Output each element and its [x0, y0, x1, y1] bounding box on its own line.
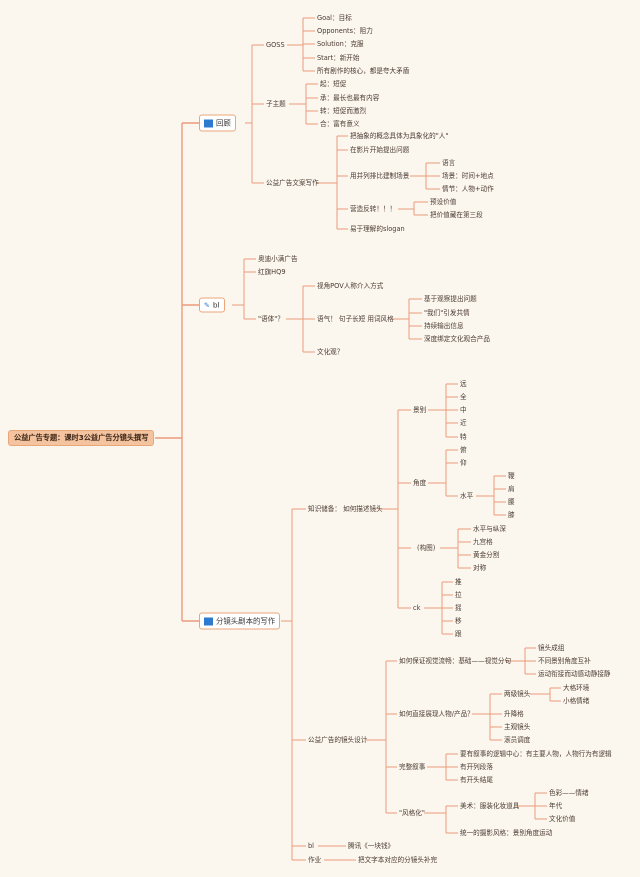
node-tone-observe[interactable]: 基于观察提出问题	[424, 295, 477, 303]
node-homework-item[interactable]: 把文字本对应的分镜头补完	[358, 856, 438, 864]
node-tencent[interactable]: 腾讯《一块钱》	[348, 842, 395, 850]
node-shot-medium[interactable]: 中	[460, 406, 467, 414]
flag-icon	[204, 617, 213, 625]
node-audi[interactable]: 奥迪小满广告	[258, 255, 298, 263]
node-char-staging[interactable]: 滚员调度	[504, 736, 531, 744]
node-yuti[interactable]: "语体"？	[258, 315, 284, 323]
node-shot-close[interactable]: 近	[460, 419, 467, 427]
flag-icon	[204, 119, 213, 127]
node-subtheme-he[interactable]: 合：富有意义	[320, 120, 360, 128]
node-art-era[interactable]: 年代	[549, 802, 563, 810]
node-char-subjective[interactable]: 主观镜头	[504, 723, 531, 731]
node-goss[interactable]: GOSS	[266, 41, 285, 49]
node-tone[interactable]: 语气！ 句子长短 用词风格	[317, 315, 394, 323]
node-subtheme-qi[interactable]: 起：短促	[320, 80, 347, 88]
branch-bl[interactable]: ✎ bl	[199, 297, 225, 313]
node-angle-level[interactable]: 水平	[460, 492, 474, 500]
node-stylize[interactable]: "风格化"	[399, 809, 425, 817]
node-subtheme[interactable]: 子主题	[266, 100, 286, 108]
node-flow-complement[interactable]: 不同景别角度互补	[538, 657, 591, 665]
node-subtheme-cheng[interactable]: 承：最长也最有内容	[320, 94, 380, 102]
node-composition[interactable]: (构图)	[417, 544, 436, 552]
node-flow-group[interactable]: 镜头成组	[538, 644, 565, 652]
node-copy-twist[interactable]: 营造反转！！！	[350, 205, 397, 213]
node-copy-slogan[interactable]: 易于理解的slogan	[350, 225, 405, 233]
node-shot-full[interactable]: 全	[460, 393, 467, 401]
node-narr-paragraph[interactable]: 有开列段落	[460, 763, 493, 771]
node-two-level-env[interactable]: 大格环境	[563, 684, 590, 692]
node-angle-low[interactable]: 仰	[460, 459, 467, 467]
node-narr-ending[interactable]: 有开头结尾	[460, 776, 493, 784]
node-visual-flow[interactable]: 如何保证视觉流畅：基础——视觉分句	[399, 657, 512, 665]
node-level-shoulder[interactable]: 肩	[508, 485, 515, 493]
node-narrative[interactable]: 完整叙事	[399, 763, 426, 771]
node-scene-plot[interactable]: 情节：人物+动作	[442, 185, 494, 193]
node-shot-extreme[interactable]: 特	[460, 433, 467, 441]
node-level-waist[interactable]: 腰	[508, 498, 515, 506]
node-knowledge[interactable]: 知识储备： 如何描述镜头	[308, 505, 383, 513]
node-style-art[interactable]: 美术：服装化妆道具	[460, 802, 520, 810]
branch-storyboard-label: 分镜头剧本的写作	[216, 616, 276, 626]
node-goss-start[interactable]: Start：新开始	[317, 54, 360, 62]
node-pov[interactable]: 视角POV人称介入方式	[317, 282, 384, 290]
node-flow-motion[interactable]: 运动衔接而动感动静接静	[538, 670, 611, 678]
node-cam-follow[interactable]: 跟	[455, 630, 462, 638]
node-comp-grid[interactable]: 九宫格	[473, 538, 493, 546]
node-copy-concrete[interactable]: 把抽象的概念具体为具象化的"人"	[350, 132, 449, 140]
node-comp-golden[interactable]: 黄金分割	[473, 551, 500, 559]
node-char-two-level[interactable]: 两级镜头	[504, 690, 531, 698]
node-cam-pull[interactable]: 拉	[455, 591, 462, 599]
node-art-color[interactable]: 色彩——情绪	[549, 789, 589, 797]
node-art-culture[interactable]: 文化价值	[549, 815, 576, 823]
node-tone-bind[interactable]: 深度绑定文化观合产品	[424, 335, 490, 343]
node-hongqi[interactable]: 红旗HQ9	[258, 268, 286, 276]
node-copy-parallel[interactable]: 用并列排比建制场景	[350, 172, 410, 180]
branch-review-label: 回顾	[216, 118, 231, 128]
node-narr-logic[interactable]: 要有叙事的逻辑中心：有主要人物，人物行为有逻辑	[460, 750, 612, 758]
node-twist-preset[interactable]: 预设价值	[430, 198, 457, 206]
root-node[interactable]: 公益广告专题：课时3公益广告分镜头撰写	[8, 430, 155, 446]
node-tone-we[interactable]: "我们"引发共情	[424, 309, 470, 317]
node-copywriting[interactable]: 公益广告文案写作	[266, 179, 319, 187]
node-angle-high[interactable]: 俯	[460, 446, 467, 454]
node-goss-solution[interactable]: Solution：克服	[317, 40, 364, 48]
node-tone-output[interactable]: 持续输出信息	[424, 322, 464, 330]
node-camera[interactable]: ck	[413, 604, 421, 612]
node-character[interactable]: 如何直接展现人物/产品？	[399, 710, 474, 718]
node-cam-pan[interactable]: 摇	[455, 604, 462, 612]
node-shot-far[interactable]: 远	[460, 380, 467, 388]
node-copy-question[interactable]: 在影片开始提出问题	[350, 146, 410, 154]
node-level-whip[interactable]: 鞭	[508, 472, 515, 480]
node-sb-bl[interactable]: bl	[308, 842, 315, 850]
node-design[interactable]: 公益广告的镜头设计	[308, 736, 368, 744]
branch-storyboard[interactable]: 分镜头剧本的写作	[199, 612, 281, 630]
node-comp-symmetry[interactable]: 对称	[473, 564, 487, 572]
node-level-knee[interactable]: 膝	[508, 511, 515, 519]
node-cam-push[interactable]: 推	[455, 578, 462, 586]
branch-review[interactable]: 回顾	[199, 114, 236, 132]
node-goss-core[interactable]: 所有剧作的核心，都是夸大矛盾	[317, 67, 410, 75]
node-angle[interactable]: 角度	[413, 479, 427, 487]
node-shot-size[interactable]: 景别	[413, 406, 427, 414]
branch-bl-label: bl	[212, 300, 220, 310]
node-homework[interactable]: 作业	[308, 856, 322, 864]
node-goss-goal[interactable]: Goal：目标	[317, 14, 352, 22]
node-cam-move[interactable]: 移	[455, 617, 462, 625]
node-twist-third[interactable]: 把价值藏在第三段	[430, 211, 483, 219]
node-subtheme-zhuan[interactable]: 转：短促而激烈	[320, 107, 367, 115]
node-scene-language[interactable]: 语言	[442, 159, 456, 167]
drawing-icon: ✎	[204, 301, 210, 309]
node-style-photo[interactable]: 统一的摄影风格：景别角度运动	[460, 829, 553, 837]
node-goss-opponents[interactable]: Opponents：阻力	[317, 27, 373, 35]
node-char-speed[interactable]: 升降格	[504, 710, 524, 718]
node-two-level-emotion[interactable]: 小格情绪	[563, 697, 590, 705]
node-comp-depth[interactable]: 水平与纵深	[473, 525, 506, 533]
node-culture[interactable]: 文化观？	[317, 348, 344, 356]
node-scene-place[interactable]: 场景：时间+地点	[442, 172, 494, 180]
